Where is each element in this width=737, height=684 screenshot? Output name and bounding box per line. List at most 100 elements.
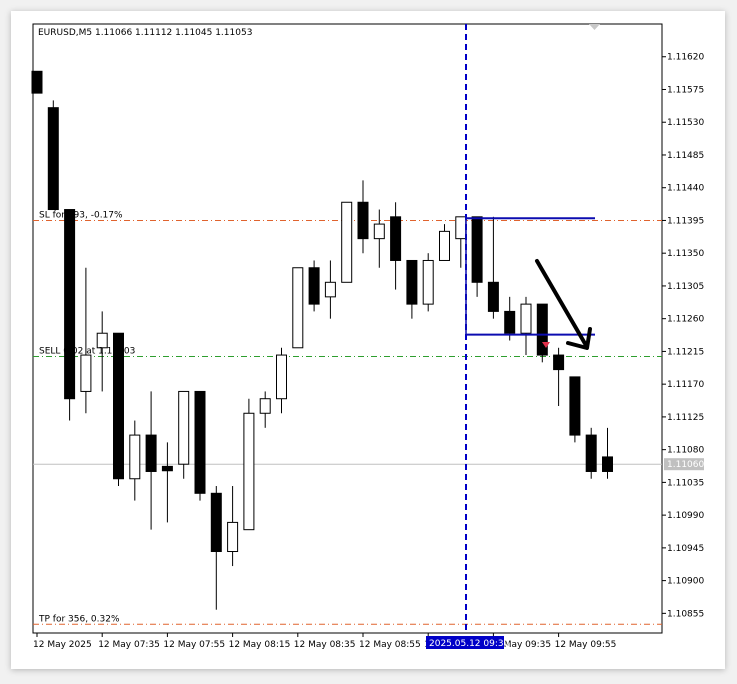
candle-body xyxy=(227,521,239,553)
x-tick-label: 12 May 07:55 xyxy=(163,640,225,650)
y-tick-label: 1.11035 xyxy=(667,478,704,488)
candle-body xyxy=(373,223,385,240)
candle-body xyxy=(569,376,581,436)
take-profit-label: TP for 356, 0.32% xyxy=(38,614,120,624)
candle-body xyxy=(471,216,483,283)
x-tick-label: 12 May 08:35 xyxy=(294,640,356,650)
candle-body xyxy=(113,332,124,480)
y-tick-label: 1.10855 xyxy=(667,609,704,619)
candle-body xyxy=(357,201,369,240)
bid-price-tag-label: 1.11060 xyxy=(667,460,704,470)
candle xyxy=(406,259,418,319)
candle xyxy=(422,253,434,312)
candle-body xyxy=(47,107,59,211)
candle xyxy=(227,486,239,567)
candle xyxy=(292,267,304,349)
y-tick-label: 1.10900 xyxy=(667,577,704,587)
candle-body xyxy=(390,216,402,261)
candle xyxy=(276,347,287,414)
candle xyxy=(113,332,124,487)
y-tick-label: 1.11620 xyxy=(667,53,704,63)
x-tick-label: 12 May 07:35 xyxy=(98,640,160,650)
y-tick-label: 1.11260 xyxy=(667,315,704,325)
candle-body xyxy=(243,412,255,531)
candle-body xyxy=(31,70,43,94)
candle-body xyxy=(455,216,467,240)
symbol-info: EURUSD,M5 1.11066 1.11112 1.11045 1.1105… xyxy=(38,28,252,38)
y-tick-label: 1.11350 xyxy=(667,249,704,259)
candle xyxy=(80,267,92,414)
candle-body xyxy=(536,303,548,356)
candle-body xyxy=(520,303,532,334)
candle xyxy=(129,420,141,501)
x-tick-label: 12 May 09:35 xyxy=(489,640,551,650)
candle-body xyxy=(553,354,565,371)
down-trend-arrow-icon[interactable] xyxy=(535,259,589,349)
candle xyxy=(439,224,450,261)
candle xyxy=(504,296,516,341)
candle-body xyxy=(422,259,434,305)
y-tick-label: 1.11305 xyxy=(667,282,704,292)
candle xyxy=(585,427,597,479)
candle-body xyxy=(585,434,597,472)
y-tick-label: 1.10945 xyxy=(667,544,704,554)
y-tick-label: 1.11215 xyxy=(667,347,704,357)
candle xyxy=(373,209,385,268)
candle xyxy=(96,311,108,392)
candle xyxy=(357,180,369,254)
candle-body xyxy=(406,259,418,305)
candle xyxy=(308,260,320,312)
crosshair-time-label: 2025.05.12 09:30 xyxy=(429,639,510,649)
candle xyxy=(259,391,271,428)
candle-body xyxy=(96,332,108,349)
candlestick-chart[interactable]: SL for 193, -0.17% SELL 0.02 at 1.11203 TP… xyxy=(11,11,725,669)
x-tick-label: 12 May 09:55 xyxy=(555,640,617,650)
y-tick-label: 1.11395 xyxy=(667,216,704,226)
scroll-marker-icon[interactable] xyxy=(589,24,600,30)
y-tick-label: 1.11125 xyxy=(667,413,704,423)
stop-loss-label: SL for 193, -0.17% xyxy=(39,210,123,220)
candle xyxy=(602,427,613,479)
x-tick-label: 12 May 2025 xyxy=(33,640,92,650)
candle xyxy=(536,303,548,363)
candle-body xyxy=(504,310,516,334)
bid-price-tag xyxy=(664,458,704,471)
candle-body xyxy=(487,281,499,312)
candle-body xyxy=(145,434,157,472)
candle-body xyxy=(276,354,287,400)
candle-body xyxy=(64,209,76,400)
candle-body xyxy=(259,398,271,414)
candle-body xyxy=(341,201,353,283)
x-tick-label: 12 May 08:55 xyxy=(359,640,421,650)
y-tick-label: 1.10990 xyxy=(667,511,704,521)
plot-area xyxy=(32,23,663,634)
chart-window: SL for 193, -0.17% SELL 0.02 at 1.11203 TP… xyxy=(11,11,725,669)
candle-body xyxy=(80,354,92,392)
x-tick-label: 12 May 08:15 xyxy=(229,640,291,650)
candle xyxy=(471,216,483,297)
candle-body xyxy=(178,390,190,465)
crosshair-time-tag xyxy=(426,636,504,649)
candle xyxy=(31,70,43,94)
candle xyxy=(520,296,532,356)
candle-body xyxy=(324,281,336,298)
candle xyxy=(194,390,206,501)
candle-body xyxy=(129,434,141,480)
candle xyxy=(161,442,173,523)
candle xyxy=(178,390,190,479)
sell-order-label: SELL 0.02 at 1.11203 xyxy=(39,347,135,357)
candle-body xyxy=(292,267,304,349)
candle xyxy=(210,486,222,610)
candle-body xyxy=(161,465,173,472)
candle xyxy=(64,209,76,421)
candle-body xyxy=(439,230,450,261)
y-tick-label: 1.11170 xyxy=(667,380,704,390)
candle xyxy=(390,202,402,290)
candle xyxy=(553,347,565,406)
candle xyxy=(47,100,59,211)
y-tick-label: 1.11530 xyxy=(667,118,704,128)
y-tick-label: 1.11440 xyxy=(667,184,704,194)
candle xyxy=(324,260,336,319)
candle-body xyxy=(210,492,222,553)
sell-marker-icon xyxy=(542,342,550,348)
